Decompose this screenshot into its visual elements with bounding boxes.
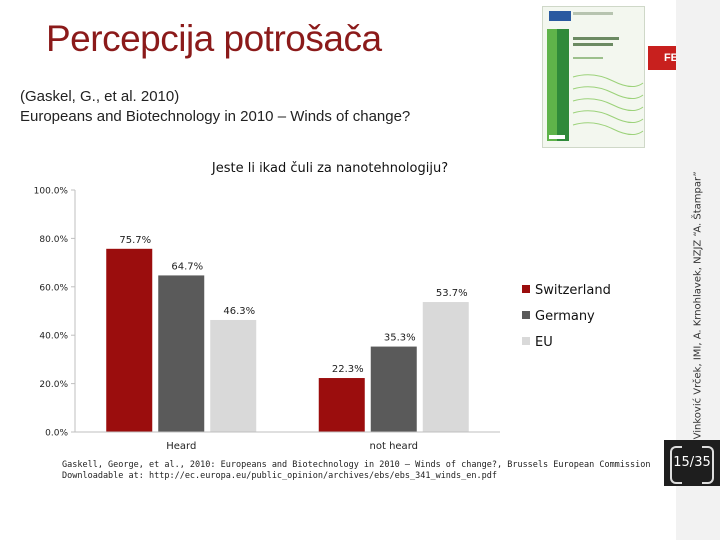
x-axis: Heard not heard (75, 431, 500, 452)
bar-value-label: 22.3% (332, 364, 364, 375)
y-tick-label: 40.0% (39, 332, 68, 342)
legend-label-germany: Germany (535, 309, 595, 324)
subtitle-report-title: Europeans and Biotechnology in 2010 – Wi… (20, 108, 411, 125)
left-bracket-icon (670, 446, 682, 484)
x-tick-label: not heard (370, 441, 418, 452)
bar-value-label: 75.7% (119, 235, 151, 246)
source-reference: Gaskell, George, et al., 2010: Europeans… (62, 460, 651, 470)
bar-germany (158, 275, 205, 432)
report-cover-graphic (543, 7, 644, 147)
source-download-link: Downloadable at: http://ec.europa.eu/pub… (62, 471, 497, 481)
bar-chart: Jeste li ikad čuli za nanotehnologiju? 0… (34, 161, 611, 452)
report-cover-image (542, 6, 645, 148)
bar-value-label: 53.7% (436, 288, 468, 299)
bar-series: 75.7% 64.7% 46.3% 22.3% 35.3% 53.7% (106, 235, 469, 432)
bar-value-label: 46.3% (223, 306, 255, 317)
slide-title: Percepcija potrošača (46, 18, 382, 59)
legend-label-switzerland: Switzerland (535, 283, 611, 298)
legend-swatch-germany (522, 311, 530, 319)
legend: Switzerland Germany EU (522, 283, 611, 350)
bar-switzerland (106, 248, 153, 432)
y-tick-label: 100.0% (34, 187, 69, 197)
right-bracket-icon (702, 446, 714, 484)
y-tick-label: 80.0% (39, 235, 68, 245)
y-tick-label: 60.0% (39, 283, 68, 293)
bar-eu (210, 319, 257, 432)
y-tick-label: 0.0% (45, 429, 68, 439)
author-note: I. Vinković Vrček, IMI, A. Krnohlavek, N… (692, 171, 704, 449)
bar-switzerland (318, 378, 365, 432)
y-axis: 0.0% 20.0% 40.0% 60.0% 80.0% 100.0% (34, 187, 76, 439)
legend-swatch-switzerland (522, 285, 530, 293)
bar-germany (370, 346, 417, 432)
source-citation: Gaskell, George, et al., 2010: Europeans… (62, 460, 651, 482)
x-tick-label: Heard (166, 441, 196, 452)
page-number: 15/35 (673, 455, 711, 470)
legend-swatch-eu (522, 337, 530, 345)
slide-subtitle: (Gaskel, G., et al. 2010) Europeans and … (20, 87, 410, 127)
y-tick-label: 20.0% (39, 380, 68, 390)
bar-eu (422, 302, 469, 432)
bar-value-label: 64.7% (171, 261, 203, 272)
bar-value-label: 35.3% (384, 333, 416, 344)
chart-title: Jeste li ikad čuli za nanotehnologiju? (211, 161, 448, 176)
subtitle-citation: (Gaskel, G., et al. 2010) (20, 88, 180, 105)
page-number-badge: 15/35 (664, 440, 720, 486)
legend-label-eu: EU (535, 335, 553, 350)
